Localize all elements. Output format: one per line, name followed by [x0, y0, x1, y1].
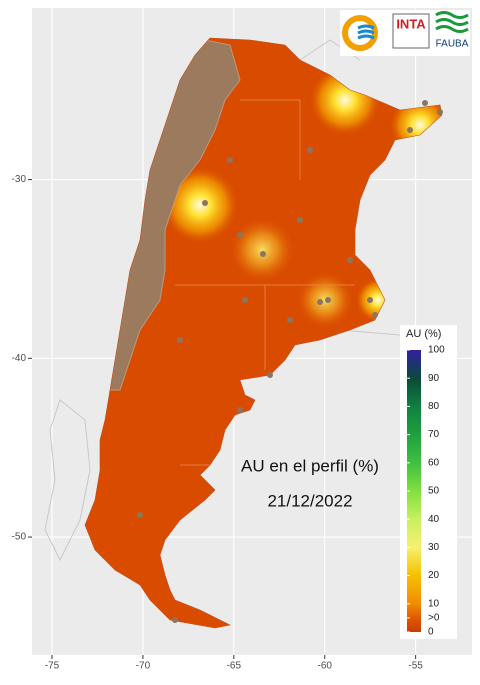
inta-frame — [392, 13, 430, 49]
x-tick-label: -55 — [408, 661, 423, 672]
x-tick-label: -70 — [136, 661, 151, 672]
y-tick-label: -40 — [12, 353, 27, 364]
hotspot — [230, 218, 294, 282]
colorbar-label: 60 — [428, 457, 440, 468]
hotspot — [162, 167, 238, 243]
colorbar-label: 20 — [428, 570, 440, 581]
inta-logo: INTA — [396, 16, 426, 31]
colorbar-label: 50 — [428, 486, 440, 497]
y-tick-label: -50 — [12, 532, 27, 543]
stations — [137, 100, 443, 623]
x-tick-label: -60 — [318, 661, 333, 672]
province-borders — [175, 99, 355, 466]
colorbar-label: >0 — [428, 613, 440, 624]
colorbar-label: 0 — [428, 627, 434, 638]
fauba-logo: FAUBA — [436, 39, 469, 50]
logos: INTA FAUBA — [340, 10, 470, 56]
colorbar-label: 40 — [428, 514, 440, 525]
fauba-waves — [435, 11, 469, 33]
colorbar-label: 100 — [428, 345, 445, 356]
logo-circle — [342, 15, 378, 51]
colorbar — [407, 350, 421, 632]
logo-waves — [357, 24, 375, 40]
x-tick-label: -75 — [45, 661, 60, 672]
x-tick-label: -65 — [227, 661, 242, 672]
map-title: AU en el perfil (%) — [241, 456, 379, 475]
y-tick-label: -30 — [12, 174, 27, 185]
colorbar-label: 30 — [428, 542, 440, 553]
colorbar-label: 90 — [428, 373, 440, 384]
chile-outline — [44, 399, 91, 562]
colorbar-label: 80 — [428, 401, 440, 412]
map-date: 21/12/2022 — [267, 491, 352, 510]
colorbar-label: 70 — [428, 429, 440, 440]
legend-title: AU (%) — [406, 328, 441, 340]
colorbar-label: 10 — [428, 598, 440, 609]
